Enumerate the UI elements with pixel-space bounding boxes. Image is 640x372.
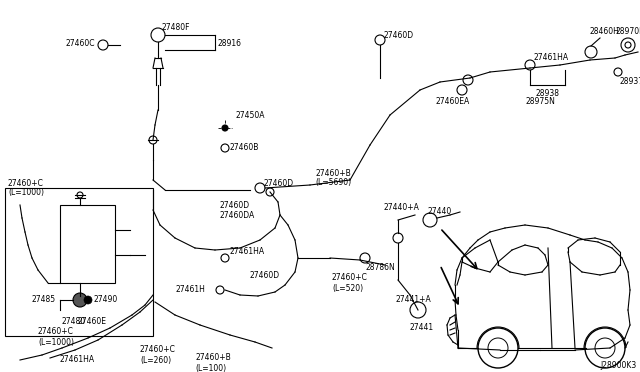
Text: 27460D: 27460D: [250, 270, 280, 279]
Text: 27460D: 27460D: [263, 179, 293, 187]
Text: 27460C: 27460C: [66, 39, 95, 48]
Bar: [60, 205, 115, 283]
Text: (L=5690): (L=5690): [315, 179, 351, 187]
Circle shape: [73, 293, 87, 307]
Text: 27460+B: 27460+B: [195, 353, 231, 362]
Text: (L=260): (L=260): [140, 356, 171, 365]
Text: 28916: 28916: [218, 38, 242, 48]
Text: 27450A: 27450A: [235, 110, 264, 119]
Text: 27460+C: 27460+C: [140, 346, 176, 355]
Text: 28786N: 28786N: [365, 263, 395, 273]
Text: (L=520): (L=520): [332, 283, 363, 292]
Text: 27461HA: 27461HA: [60, 356, 95, 365]
Text: 27480: 27480: [62, 317, 86, 327]
Text: 27460+B: 27460+B: [315, 170, 351, 179]
Text: 27460EA: 27460EA: [435, 97, 469, 106]
Circle shape: [84, 296, 92, 304]
Text: 27460DA: 27460DA: [220, 211, 255, 219]
Text: 27490: 27490: [94, 295, 118, 305]
Text: 27460+C: 27460+C: [8, 179, 44, 187]
Text: 27460D: 27460D: [384, 31, 414, 39]
Text: 28970P: 28970P: [615, 28, 640, 36]
Text: 27485: 27485: [32, 295, 56, 305]
Text: J28900K3: J28900K3: [600, 360, 636, 369]
Text: 28460H: 28460H: [590, 28, 620, 36]
Text: 27461HA: 27461HA: [533, 54, 568, 62]
Bar: [5, 188, 153, 336]
Text: 28938: 28938: [535, 89, 559, 97]
Text: 27440+A: 27440+A: [383, 202, 419, 212]
Text: 27461HA: 27461HA: [230, 247, 265, 257]
Text: 28937: 28937: [620, 77, 640, 87]
Text: 27441: 27441: [410, 324, 434, 333]
Text: 27460D: 27460D: [220, 201, 250, 209]
Text: (L=100): (L=100): [195, 363, 226, 372]
Text: 27460B: 27460B: [230, 144, 259, 153]
Text: 27460E: 27460E: [78, 317, 107, 327]
Text: 27460+C: 27460+C: [38, 327, 74, 337]
Circle shape: [222, 125, 228, 131]
Text: 27461H: 27461H: [175, 285, 205, 295]
Text: (L=1000): (L=1000): [38, 337, 74, 346]
Text: 27441+A: 27441+A: [395, 295, 431, 305]
Text: 27480F: 27480F: [162, 23, 191, 32]
Text: 28975N: 28975N: [525, 97, 555, 106]
Text: 27460+C: 27460+C: [332, 273, 368, 282]
Text: 27440: 27440: [428, 208, 452, 217]
Text: (L=1000): (L=1000): [8, 187, 44, 196]
